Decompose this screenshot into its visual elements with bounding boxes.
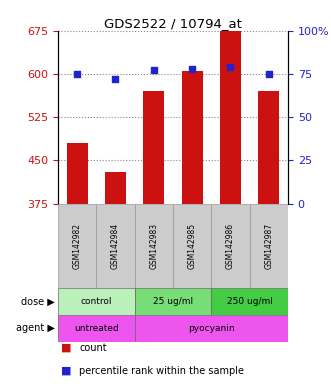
Text: control: control: [80, 297, 112, 306]
FancyBboxPatch shape: [211, 288, 288, 315]
Text: agent ▶: agent ▶: [16, 323, 55, 333]
Text: GSM142985: GSM142985: [188, 223, 197, 269]
Point: [228, 64, 233, 70]
FancyBboxPatch shape: [58, 288, 135, 315]
Text: GSM142987: GSM142987: [264, 223, 273, 269]
Text: GSM142983: GSM142983: [149, 223, 158, 269]
FancyBboxPatch shape: [58, 204, 96, 288]
Text: percentile rank within the sample: percentile rank within the sample: [79, 366, 244, 376]
Bar: [258, 91, 279, 204]
FancyBboxPatch shape: [135, 315, 288, 342]
FancyBboxPatch shape: [96, 204, 135, 288]
FancyBboxPatch shape: [211, 204, 250, 288]
Text: GSM142984: GSM142984: [111, 223, 120, 269]
Text: 250 ug/ml: 250 ug/ml: [227, 297, 272, 306]
Text: GSM142982: GSM142982: [72, 223, 82, 269]
Bar: [143, 91, 164, 204]
Text: pyocyanin: pyocyanin: [188, 324, 235, 333]
FancyBboxPatch shape: [173, 204, 211, 288]
Bar: [220, 31, 241, 204]
FancyBboxPatch shape: [135, 204, 173, 288]
Text: dose ▶: dose ▶: [21, 296, 55, 306]
Point: [266, 71, 271, 77]
FancyBboxPatch shape: [135, 288, 211, 315]
Point: [189, 66, 195, 72]
FancyBboxPatch shape: [58, 315, 135, 342]
Bar: [67, 143, 88, 204]
Text: untreated: untreated: [74, 324, 118, 333]
Text: ■: ■: [61, 343, 72, 353]
Text: GSM142986: GSM142986: [226, 223, 235, 269]
Bar: [182, 71, 203, 204]
Title: GDS2522 / 10794_at: GDS2522 / 10794_at: [104, 17, 242, 30]
Text: ■: ■: [61, 366, 72, 376]
Point: [151, 68, 157, 74]
Bar: [105, 172, 126, 204]
Point: [113, 76, 118, 82]
Text: count: count: [79, 343, 107, 353]
FancyBboxPatch shape: [250, 204, 288, 288]
Text: 25 ug/ml: 25 ug/ml: [153, 297, 193, 306]
Point: [74, 71, 80, 77]
